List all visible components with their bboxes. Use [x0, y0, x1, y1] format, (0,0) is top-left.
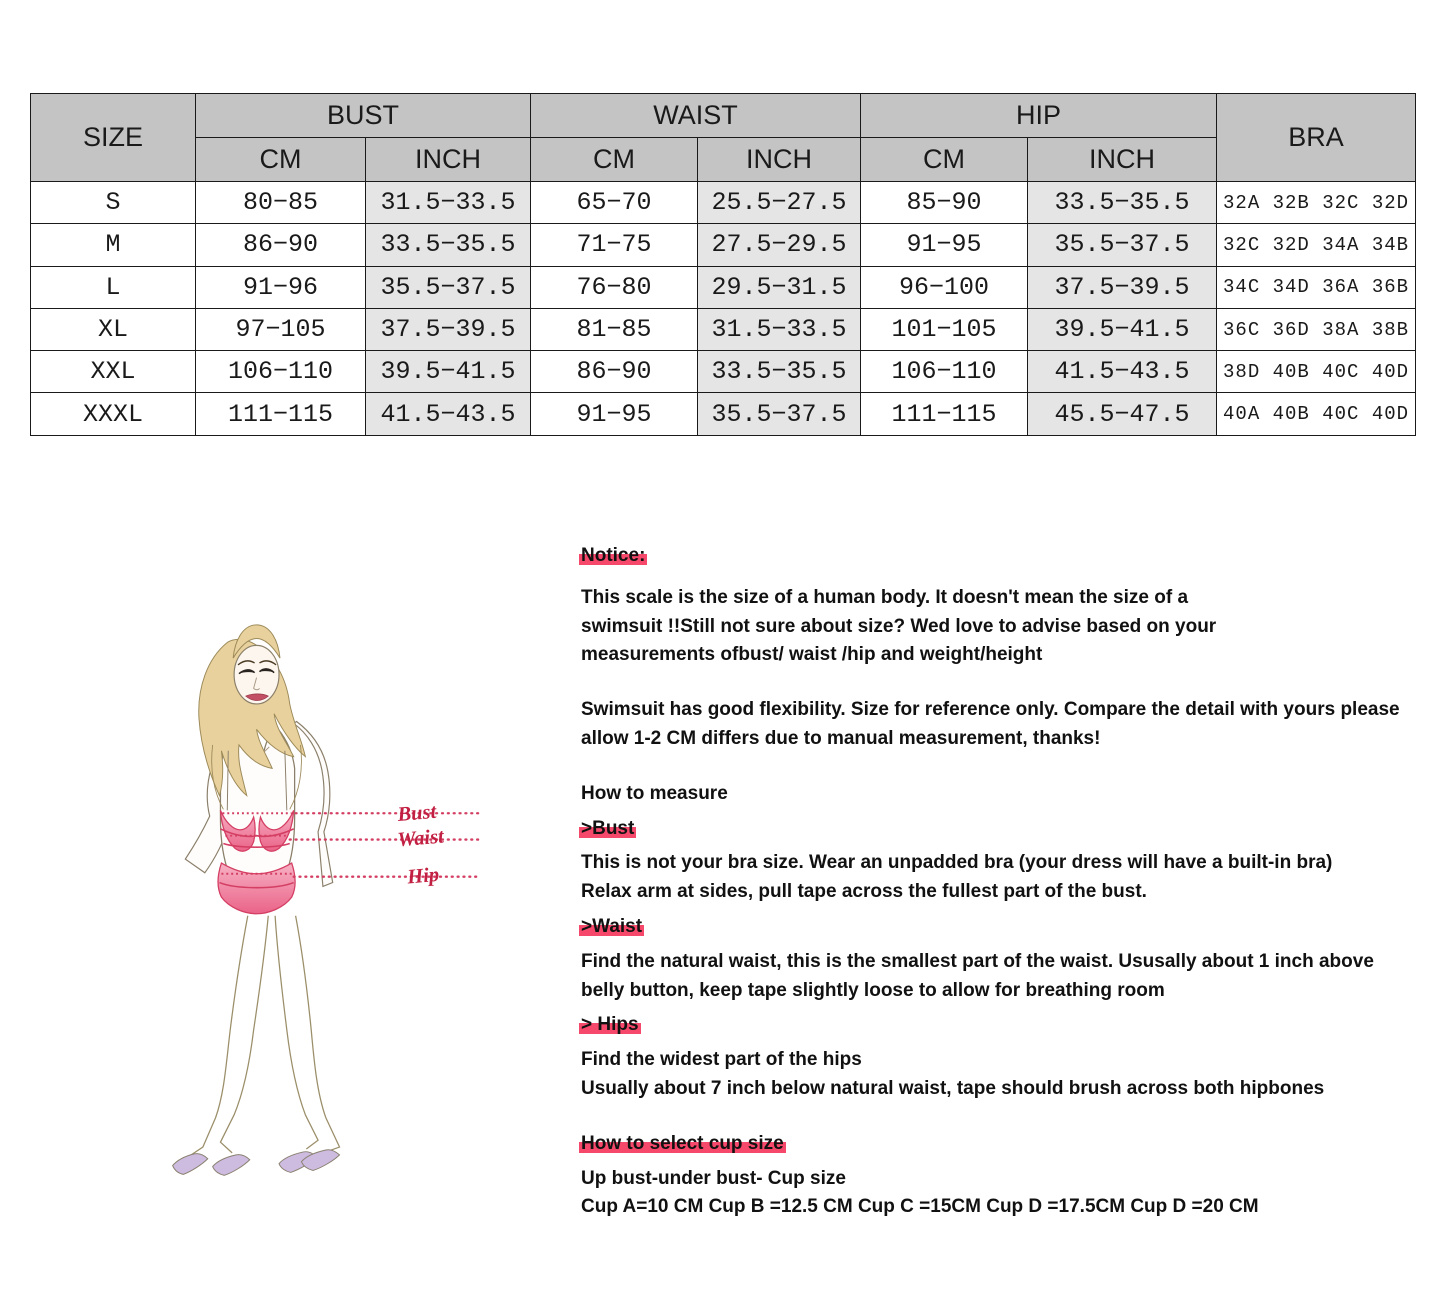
- svg-text:Hip: Hip: [405, 864, 440, 889]
- svg-text:Bust: Bust: [396, 801, 439, 826]
- svg-text:Waist: Waist: [397, 825, 446, 851]
